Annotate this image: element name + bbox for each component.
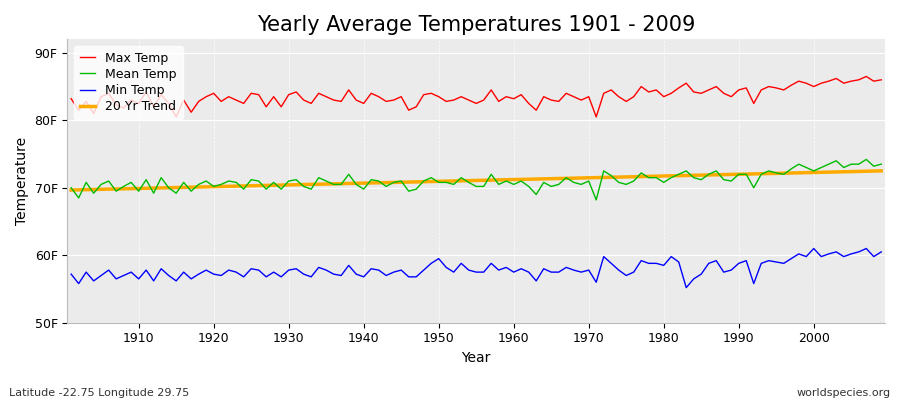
Min Temp: [66, 272, 77, 276]
20 Yr Trend: [291, 182, 302, 187]
Mean Temp: [860, 157, 871, 162]
Min Temp: [291, 266, 302, 271]
Min Temp: [508, 270, 519, 274]
20 Yr Trend: [508, 177, 519, 182]
Max Temp: [876, 78, 886, 82]
Min Temp: [680, 285, 691, 290]
Mean Temp: [336, 182, 346, 187]
Mean Temp: [291, 177, 302, 182]
Mean Temp: [126, 180, 137, 185]
Mean Temp: [590, 198, 601, 202]
Legend: Max Temp, Mean Temp, Min Temp, 20 Yr Trend: Max Temp, Mean Temp, Min Temp, 20 Yr Tre…: [74, 46, 183, 120]
Line: Min Temp: Min Temp: [71, 248, 881, 288]
Mean Temp: [876, 162, 886, 166]
Min Temp: [500, 265, 511, 270]
20 Yr Trend: [66, 188, 77, 192]
Max Temp: [298, 98, 309, 102]
Line: 20 Yr Trend: 20 Yr Trend: [71, 171, 881, 190]
20 Yr Trend: [126, 186, 137, 191]
Max Temp: [171, 114, 182, 119]
20 Yr Trend: [500, 177, 511, 182]
Mean Temp: [500, 179, 511, 184]
Max Temp: [126, 98, 137, 102]
Max Temp: [508, 96, 519, 101]
Text: Latitude -22.75 Longitude 29.75: Latitude -22.75 Longitude 29.75: [9, 388, 189, 398]
Line: Max Temp: Max Temp: [71, 76, 881, 117]
Max Temp: [343, 88, 354, 92]
Text: worldspecies.org: worldspecies.org: [796, 388, 891, 398]
X-axis label: Year: Year: [462, 351, 490, 365]
Mean Temp: [606, 173, 616, 178]
20 Yr Trend: [336, 181, 346, 186]
Min Temp: [126, 270, 137, 274]
Y-axis label: Temperature: Temperature: [15, 137, 29, 225]
Min Temp: [336, 273, 346, 278]
Mean Temp: [508, 182, 519, 187]
20 Yr Trend: [598, 175, 609, 180]
Min Temp: [876, 250, 886, 254]
Max Temp: [606, 88, 616, 92]
Min Temp: [808, 246, 819, 251]
Max Temp: [860, 74, 871, 79]
20 Yr Trend: [876, 168, 886, 173]
Line: Mean Temp: Mean Temp: [71, 160, 881, 200]
Min Temp: [598, 254, 609, 259]
Max Temp: [516, 92, 526, 97]
Max Temp: [66, 96, 77, 101]
Mean Temp: [66, 185, 77, 190]
Title: Yearly Average Temperatures 1901 - 2009: Yearly Average Temperatures 1901 - 2009: [257, 15, 696, 35]
